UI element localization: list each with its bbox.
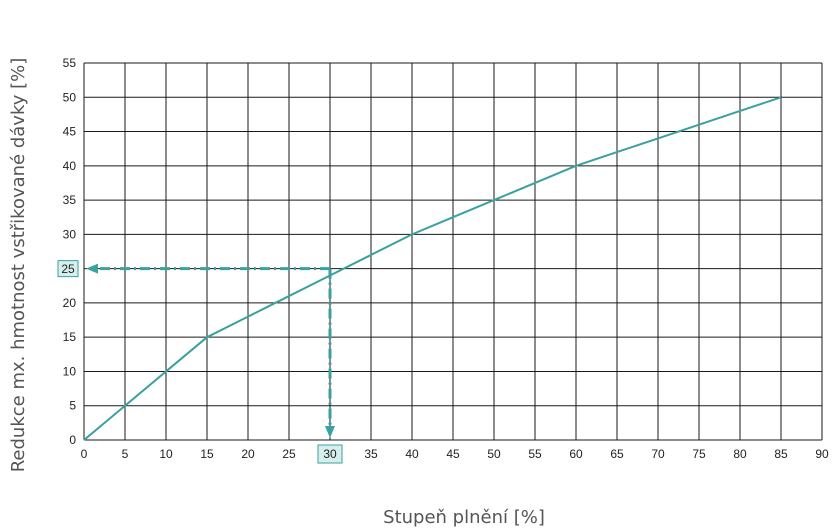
x-axis-title: Stupeň plnění [%]	[383, 507, 545, 528]
annotation-x-label: 30	[323, 447, 337, 461]
x-tick-label: 20	[241, 447, 255, 461]
x-tick-label: 60	[569, 447, 583, 461]
y-tick-label: 45	[63, 125, 77, 139]
annotation-y-box	[57, 260, 79, 278]
y-axis-title: Redukce mx. hmotnost vstřikované dávky […	[8, 58, 29, 473]
x-tick-label: 35	[364, 447, 378, 461]
y-tick-label: 55	[63, 56, 77, 70]
x-tick-label: 65	[610, 447, 624, 461]
x-tick-label: 85	[774, 447, 788, 461]
grid	[83, 62, 823, 441]
x-tick-label: 90	[815, 447, 829, 461]
annotation-x-box	[317, 444, 343, 464]
x-tick-label: 80	[733, 447, 747, 461]
x-tick-label: 45	[446, 447, 460, 461]
y-tick-label: 5	[69, 399, 76, 413]
y-tick-label: 30	[63, 227, 77, 241]
x-tick-label: 25	[282, 447, 296, 461]
x-tick-label: 10	[159, 447, 173, 461]
y-tick-label: 15	[63, 330, 77, 344]
x-tick-label: 55	[528, 447, 542, 461]
x-tick-label: 5	[122, 447, 129, 461]
annotation-y-label: 25	[61, 262, 75, 276]
y-tick-label: 10	[63, 364, 77, 378]
x-tick-label: 70	[651, 447, 665, 461]
annotation-v-arrow	[325, 426, 335, 438]
series	[83, 96, 782, 441]
series-line	[83, 96, 782, 441]
x-tick-label: 40	[405, 447, 419, 461]
y-tick-label: 35	[63, 193, 77, 207]
annotation: 25 30	[57, 260, 343, 464]
y-tick-label: 50	[63, 90, 77, 104]
y-tick-label: 20	[63, 296, 77, 310]
y-tick-label: 40	[63, 159, 77, 173]
tick-labels: 0 5 10 15 20 25 35 40 45 50 55 60 65 70 75 80 85 90 0 5 10 15…	[63, 56, 829, 461]
y-tick-label: 0	[69, 433, 76, 447]
x-tick-label: 50	[487, 447, 501, 461]
x-tick-label: 0	[81, 447, 88, 461]
x-tick-label: 75	[692, 447, 706, 461]
x-tick-label: 15	[200, 447, 214, 461]
annotation-h-arrow	[86, 263, 98, 274]
